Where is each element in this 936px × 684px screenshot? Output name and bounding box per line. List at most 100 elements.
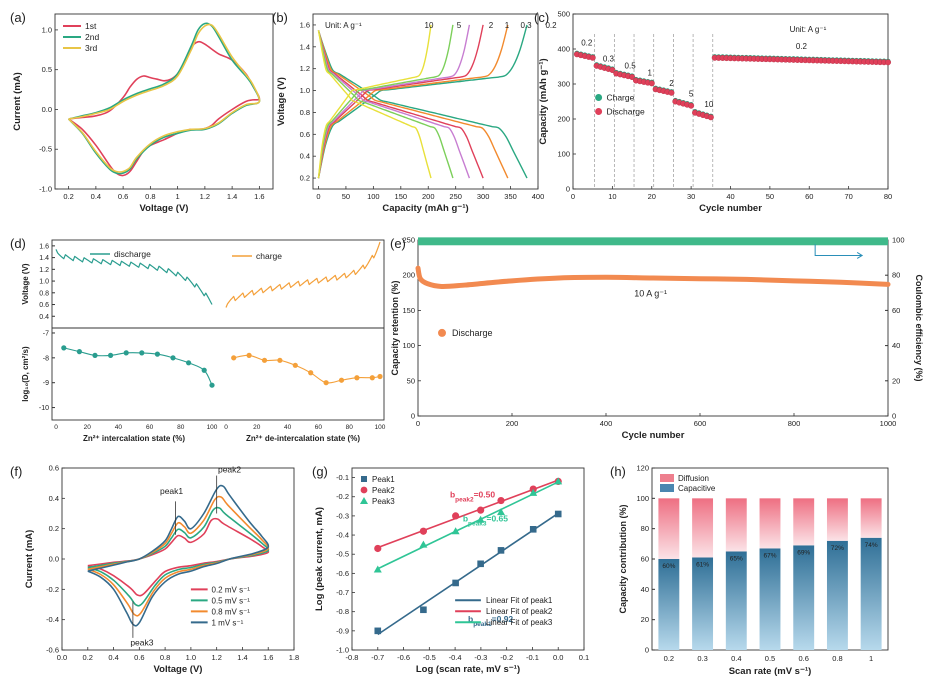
c-rate-label: 2 xyxy=(669,79,674,88)
b-ytick-label: 0.4 xyxy=(300,152,310,161)
d-diff-charge-point xyxy=(308,370,314,376)
c-discharge-point xyxy=(609,66,616,73)
f-series-line xyxy=(87,517,270,597)
b-discharge-line xyxy=(317,30,454,179)
h-bar-capacitive xyxy=(793,545,815,650)
d-legend-discharge: discharge xyxy=(114,249,151,259)
h-legend-label: Capacitive xyxy=(678,484,716,493)
g-point xyxy=(373,565,382,573)
f-ytick-label: -0.6 xyxy=(46,646,59,655)
f-series-line xyxy=(87,506,270,607)
d-bottom-ytick-label: -9 xyxy=(43,380,49,387)
c-ytick-label: 100 xyxy=(557,150,570,159)
d-top-ytick-label: 0.6 xyxy=(39,302,49,309)
e-ytick-label: 100 xyxy=(402,341,415,350)
h-legend-label: Diffusion xyxy=(678,474,709,483)
f-legend-label: 0.2 mV s⁻¹ xyxy=(212,585,251,594)
f-ylabel: Current (mA) xyxy=(24,530,35,589)
e-ytick-label: 50 xyxy=(407,376,415,385)
b-charge-line xyxy=(317,24,432,179)
g-point xyxy=(529,526,537,533)
b-ylabel: Voltage (V) xyxy=(276,77,287,126)
d-diff-charge-point xyxy=(369,375,375,381)
a-ylabel: Current (mA) xyxy=(12,72,23,131)
g-xtick-label: -0.2 xyxy=(500,653,513,662)
e-ce-band xyxy=(418,237,888,246)
e-xlabel: Cycle number xyxy=(622,430,685,441)
h-legend-swatch xyxy=(660,474,674,482)
a-xtick-label: 0.2 xyxy=(63,192,73,201)
b-charge-line xyxy=(317,24,471,179)
g-legend-marker xyxy=(360,497,368,504)
h-data-label: 69% xyxy=(797,549,810,556)
d-diff-charge-point xyxy=(377,373,383,380)
h-ytick-label: 40 xyxy=(641,585,649,594)
g-point xyxy=(452,512,460,520)
f-peak3-label: peak3 xyxy=(130,637,153,647)
d-left-xtick-label: 60 xyxy=(146,424,154,431)
c-discharge-point xyxy=(629,73,636,80)
e-xtick-label: 800 xyxy=(788,419,801,428)
a-ytick-label: 1.0 xyxy=(42,25,52,34)
panel-label-h: (h) xyxy=(610,464,626,479)
f-xtick-label: 0.2 xyxy=(83,653,93,662)
d-top-ytick-label: 1.0 xyxy=(39,279,49,286)
c-ytick-label: 0 xyxy=(566,185,570,194)
c-xtick-label: 20 xyxy=(648,192,656,201)
d-right-xtick-label: 20 xyxy=(253,424,261,431)
f-ytick-label: -0.2 xyxy=(46,585,59,594)
h-data-label: 61% xyxy=(696,561,709,568)
g-legend-label: Peak1 xyxy=(372,475,395,484)
e-ytick2-label: 40 xyxy=(892,341,900,350)
d-right-xtick-label: 60 xyxy=(315,424,323,431)
h-xtick-label: 0.3 xyxy=(697,654,707,663)
c-ytick-label: 400 xyxy=(557,45,570,54)
g-fit-legend-label: Linear Fit of peak1 xyxy=(486,596,553,605)
d-frame xyxy=(51,239,385,421)
g-fit-line xyxy=(377,481,559,570)
d-top-ytick-label: 1.4 xyxy=(39,255,49,262)
d-diff-charge-point xyxy=(338,377,345,383)
c-xtick-label: 80 xyxy=(884,192,892,201)
c-rate-label: 0.2 xyxy=(796,42,808,51)
panel-label-f: (f) xyxy=(10,464,22,479)
e-arrow-head xyxy=(856,252,864,259)
e-xtick-label: 600 xyxy=(694,419,707,428)
b-charge-line xyxy=(317,24,484,179)
e-legend-marker xyxy=(438,328,446,337)
f-ytick-label: 0.6 xyxy=(49,464,59,473)
g-ytick-label: -0.8 xyxy=(336,607,349,616)
panel-label-a: (a) xyxy=(10,10,26,25)
h-bar-capacitive xyxy=(826,540,848,650)
g-xtick-label: -0.6 xyxy=(397,653,410,662)
a-xtick-label: 1.2 xyxy=(200,192,210,201)
g-point xyxy=(497,547,505,554)
g-legend-label: Peak3 xyxy=(372,497,395,506)
f-peak1-label: peak1 xyxy=(160,486,183,496)
h-bar-diffusion xyxy=(826,498,848,541)
g-point xyxy=(452,579,459,587)
c-xtick-label: 30 xyxy=(687,192,695,201)
b-charge-line xyxy=(317,24,454,179)
g-fit-line xyxy=(377,479,559,549)
d-diff-discharge-point xyxy=(186,360,192,366)
a-legend-label: 3rd xyxy=(85,43,98,53)
g-point xyxy=(420,606,427,614)
a-ytick-label: -1.0 xyxy=(39,185,52,194)
h-data-label: 72% xyxy=(831,545,844,552)
c-xtick-label: 50 xyxy=(766,192,774,201)
g-fit-legend-label: Linear Fit of peak3 xyxy=(486,618,553,627)
c-xtick-label: 70 xyxy=(844,192,852,201)
d-diff-discharge-line xyxy=(63,347,213,386)
a-ytick-label: -0.5 xyxy=(39,145,52,154)
c-rate-label: 0.3 xyxy=(603,54,615,63)
d-diff-charge-point xyxy=(292,362,298,368)
panel-label-e: (e) xyxy=(390,236,406,251)
b-rate-label: 5 xyxy=(457,21,462,30)
e-xtick-label: 400 xyxy=(600,419,613,428)
h-data-label: 65% xyxy=(730,555,743,562)
h-ytick-label: 80 xyxy=(641,524,649,533)
e-ytick2-label: 20 xyxy=(892,376,900,385)
d-left-xtick-label: 20 xyxy=(84,424,92,431)
